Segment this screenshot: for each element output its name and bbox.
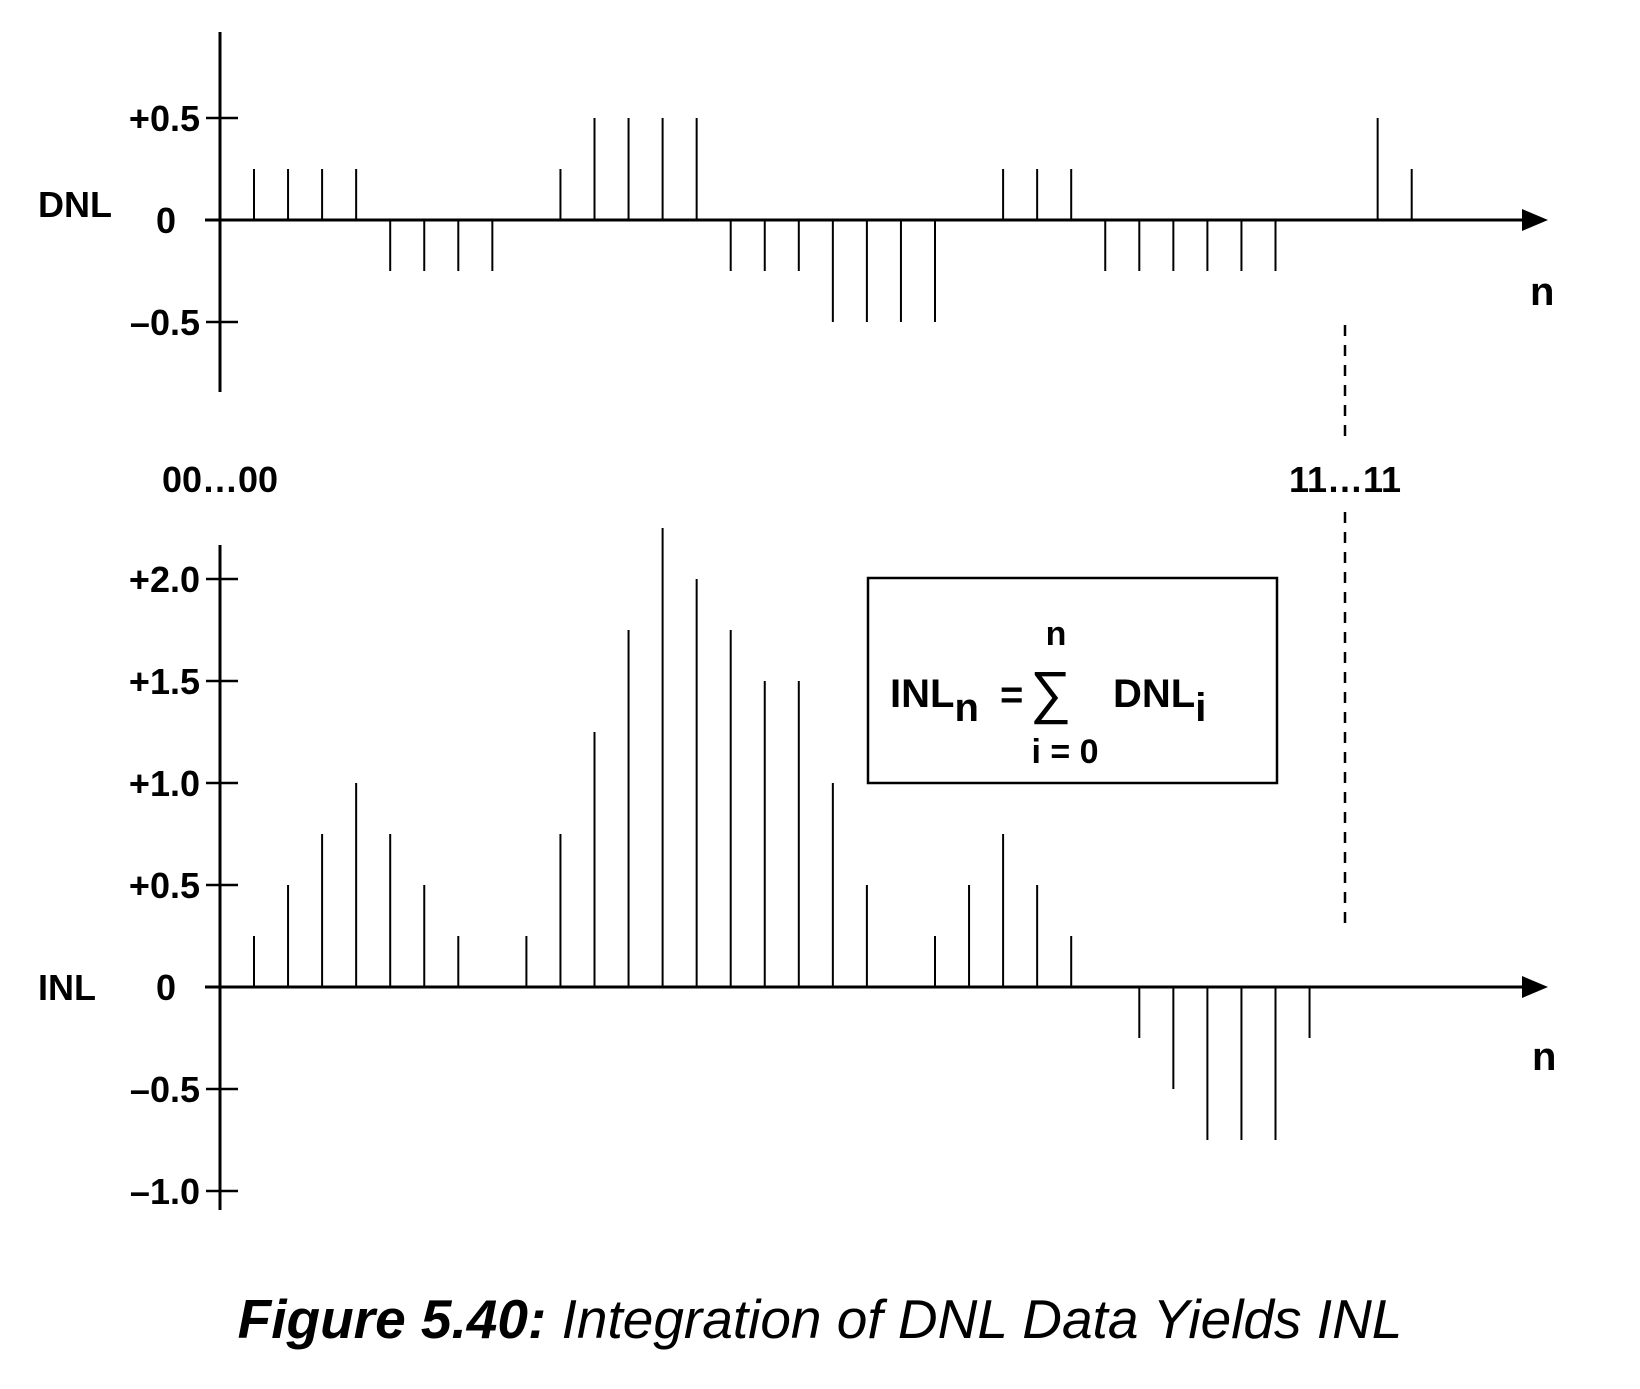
formula-lhs: INLn — [890, 672, 979, 730]
formula-box: INLn = ∑ n i = 0 DNLi — [866, 576, 1279, 785]
inl-x-axis-arrow — [1522, 976, 1548, 998]
inl-y-tick-label: –1.0 — [130, 1171, 200, 1212]
last-code-label: 11…11 — [1289, 459, 1401, 500]
inl-y-tick-label: –0.5 — [130, 1069, 200, 1110]
formula-lower-limit: i = 0 — [1031, 733, 1098, 771]
caption-number: Figure 5.40: — [237, 1288, 547, 1350]
dnl-y-tick-label: –0.5 — [130, 302, 200, 343]
caption-text: Integration of DNL Data Yields INL — [546, 1288, 1403, 1350]
formula-rhs: DNLi — [1113, 672, 1206, 730]
inl-y-tick-label: 0 — [156, 967, 176, 1008]
inl-y-tick-label: +1.0 — [129, 763, 200, 804]
figure-caption: Figure 5.40: Integration of DNL Data Yie… — [0, 1292, 1640, 1347]
inl-y-tick-label: +0.5 — [129, 865, 200, 906]
formula-frame — [866, 576, 1279, 785]
dnl-stems — [253, 118, 1413, 322]
dnl-x-axis-arrow — [1522, 209, 1548, 231]
first-code-label: 00…00 — [162, 459, 278, 500]
formula-upper-limit: n — [1046, 615, 1067, 653]
inl-y-tick-label: +1.5 — [129, 661, 200, 702]
dnl-chart: +0.5 0 –0.5 DNL n — [38, 32, 1554, 392]
inl-x-axis-label: n — [1532, 1035, 1556, 1079]
dnl-axis-name: DNL — [38, 184, 112, 225]
inl-y-tick-label: +2.0 — [129, 559, 200, 600]
inl-stems — [253, 528, 1311, 1140]
dnl-y-tick-label: 0 — [156, 200, 176, 241]
inl-axis-name: INL — [38, 967, 96, 1008]
formula-equals: = — [1000, 673, 1023, 717]
formula-sigma: ∑ — [1030, 660, 1071, 725]
dnl-y-ticks: +0.5 0 –0.5 — [129, 98, 238, 343]
inl-y-ticks: +2.0 +1.5 +1.0 +0.5 0 –0.5 –1.0 — [129, 559, 238, 1212]
dnl-y-tick-label: +0.5 — [129, 98, 200, 139]
inl-chart: +2.0 +1.5 +1.0 +0.5 0 –0.5 –1.0 INL n — [38, 528, 1556, 1212]
dnl-x-axis-label: n — [1530, 270, 1554, 314]
